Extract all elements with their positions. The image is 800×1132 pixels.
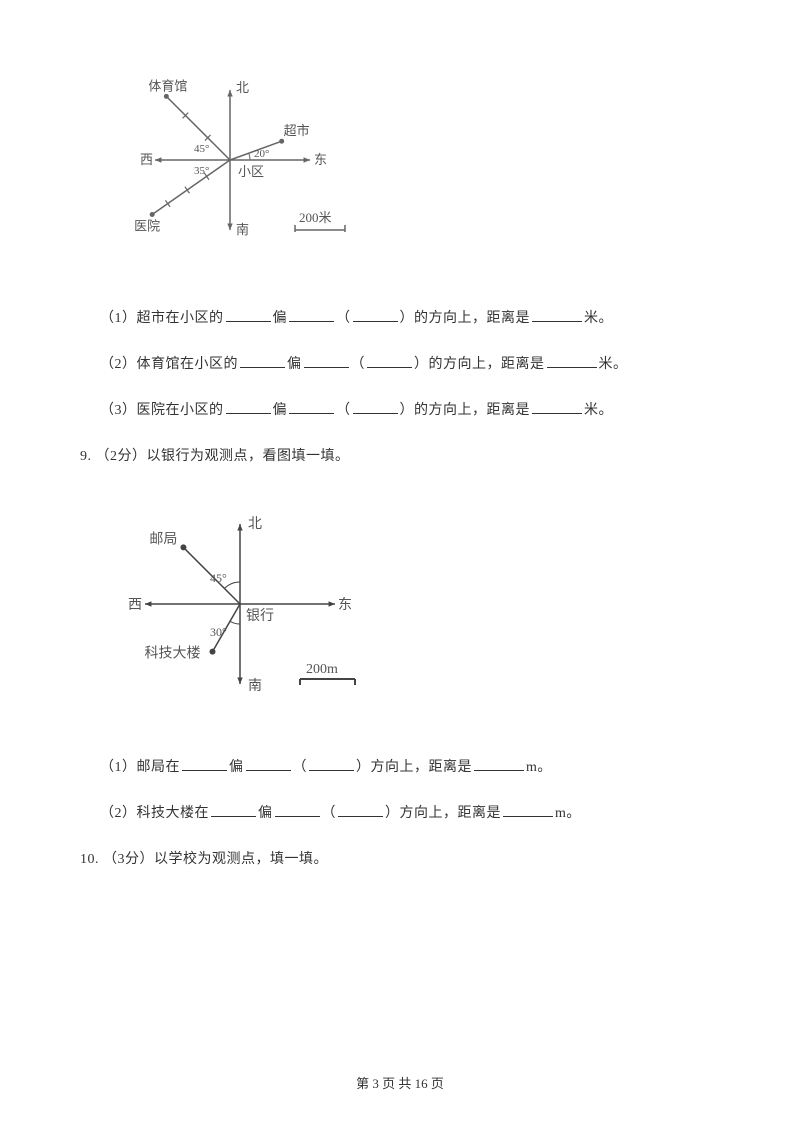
diagram-community: 北南 东 西小区 超市 20° 体育馆 45° 医院 35° 200米 <box>100 50 720 275</box>
blank <box>289 397 334 414</box>
q9-header: 9. （2分）以银行为观测点，看图填一填。 <box>80 443 720 471</box>
svg-text:35°: 35° <box>194 165 209 177</box>
blank <box>304 351 349 368</box>
svg-text:45°: 45° <box>210 571 227 585</box>
blank <box>226 305 271 322</box>
svg-text:20°: 20° <box>254 148 269 160</box>
blank <box>246 754 291 771</box>
q8-item-2: （2）体育馆在小区的偏（）的方向上，距离是米。 <box>100 351 720 379</box>
page-footer: 第 3 页 共 16 页 <box>0 1073 800 1092</box>
blank <box>338 800 383 817</box>
blank <box>353 397 398 414</box>
blank <box>474 754 524 771</box>
svg-text:西: 西 <box>140 152 153 167</box>
blank <box>211 800 256 817</box>
svg-text:30°: 30° <box>210 625 227 639</box>
q8-item-3: （3）医院在小区的偏（）的方向上，距离是米。 <box>100 397 720 425</box>
blank <box>240 351 285 368</box>
svg-text:邮局: 邮局 <box>149 531 177 547</box>
blank <box>226 397 271 414</box>
svg-text:北: 北 <box>248 516 262 532</box>
svg-text:45°: 45° <box>194 143 209 155</box>
q8-item-1: （1）超市在小区的偏（）的方向上，距离是米。 <box>100 305 720 333</box>
blank <box>353 305 398 322</box>
blank <box>275 800 320 817</box>
blank <box>532 305 582 322</box>
svg-text:南: 南 <box>236 222 249 237</box>
q10-header: 10. （3分）以学校为观测点，填一填。 <box>80 846 720 874</box>
diagram-svg-1: 北南 东 西小区 超市 20° 体育馆 45° 医院 35° 200米 <box>100 50 360 270</box>
svg-text:银行: 银行 <box>246 608 274 624</box>
svg-text:体育馆: 体育馆 <box>148 78 187 93</box>
blank <box>547 351 597 368</box>
svg-text:北: 北 <box>236 80 249 95</box>
svg-text:西: 西 <box>128 598 142 613</box>
svg-text:东: 东 <box>314 152 327 167</box>
svg-text:200m: 200m <box>306 662 338 677</box>
blank <box>182 754 227 771</box>
svg-text:南: 南 <box>248 678 262 694</box>
svg-text:小区: 小区 <box>238 164 264 179</box>
diagram-svg-2: 北南 东 西银行 邮局 45° 科技大楼 30° 200m <box>100 489 380 719</box>
svg-text:科技大楼: 科技大楼 <box>145 646 201 662</box>
svg-text:200米: 200米 <box>299 210 332 225</box>
blank <box>309 754 354 771</box>
svg-text:东: 东 <box>338 597 352 613</box>
svg-text:医院: 医院 <box>134 218 160 233</box>
blank <box>367 351 412 368</box>
blank <box>503 800 553 817</box>
q9-item-2: （2）科技大楼在偏（）方向上，距离是m。 <box>100 800 720 828</box>
q9-item-1: （1）邮局在偏（）方向上，距离是m。 <box>100 754 720 782</box>
diagram-bank: 北南 东 西银行 邮局 45° 科技大楼 30° 200m <box>100 489 720 724</box>
blank <box>289 305 334 322</box>
blank <box>532 397 582 414</box>
svg-text:超市: 超市 <box>284 123 310 138</box>
